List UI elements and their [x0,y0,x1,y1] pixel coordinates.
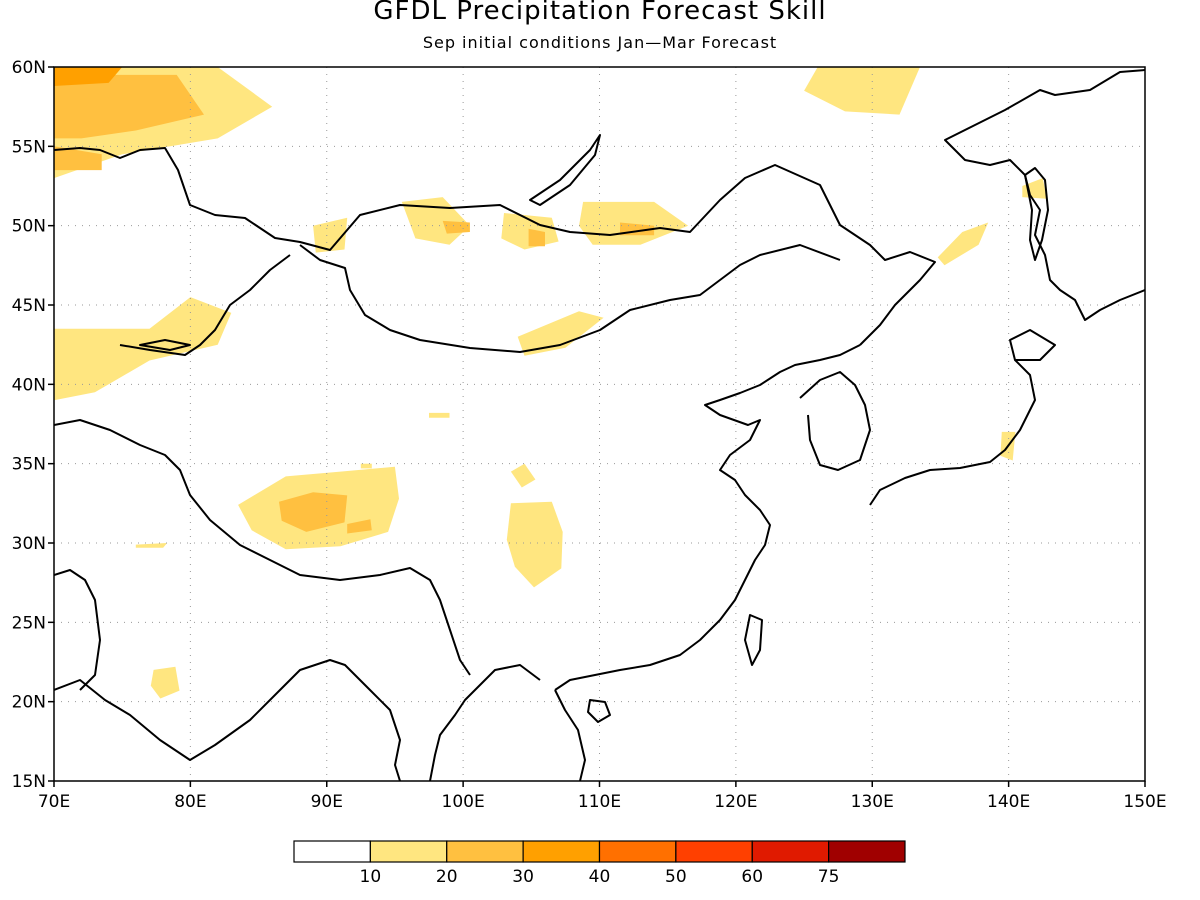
skill-region-22 [150,666,180,699]
skill-region-18 [279,492,348,532]
colorbar: 10 20 30 40 50 60 75 [293,840,906,887]
colorbar-label: 30 [512,867,534,887]
coastline-indochina [554,689,586,781]
chart-subtitle: Sep initial conditions Jan—Mar Forecast [422,33,778,52]
coastline-arabia-edge [54,569,101,691]
colorbar-label: 75 [818,867,840,887]
lat-tick-label: 25N [12,613,46,633]
colorbar-label: 50 [665,867,687,887]
lat-tick-label: 35N [12,455,46,475]
colorbar-swatch [675,840,753,863]
skill-region-7 [442,220,470,234]
skill-region-12 [313,217,348,253]
coastline-japan-honshu [869,359,1036,506]
coastline-korea [799,371,871,471]
border-kazakh [119,254,291,356]
skill-region-1 [54,74,204,139]
coastline-border-layer [54,69,1145,781]
lon-tick-label: 100E [442,792,485,812]
border-mongolia [299,244,841,353]
colorbar-label: 20 [436,867,458,887]
skill-region-2 [54,67,123,86]
border-central-asia [54,419,471,676]
skill-region-9 [528,228,545,247]
lon-tick-label: 70E [38,792,70,812]
skill-region-23 [135,543,168,548]
coastline-lake-baikal [529,134,601,206]
chart-title: GFDL Precipitation Forecast Skill [373,0,827,26]
coastline-bay-of-bengal [429,664,541,781]
coastline-china-east [554,344,861,691]
lon-tick-label: 130E [851,792,894,812]
colorbar-swatch [598,840,677,863]
lat-tick-label: 40N [12,375,46,395]
colorbar-swatch [522,840,601,863]
skill-region-13 [517,311,604,356]
lat-tick-label: 20N [12,693,46,713]
lat-tick-label: 50N [12,217,46,237]
skill-region-21 [510,463,536,488]
colorbar-label: 60 [741,867,763,887]
colorbar-label: 10 [360,867,382,887]
skill-shading-layer [54,67,1047,699]
lat-tick-label: 15N [12,772,46,792]
lat-tick-label: 60N [12,58,46,78]
skill-region-24 [429,412,450,418]
skill-region-19 [347,519,372,534]
lon-tick-label: 120E [714,792,757,812]
colorbar-swatch [446,840,524,863]
lon-tick-label: 80E [174,792,206,812]
coastline-arctic-north [54,147,936,346]
latitude-ticks: 15N 20N 25N 30N 35N 40N 45N 50N 55N 60N [12,58,54,792]
lat-tick-label: 45N [12,296,46,316]
skill-region-25 [360,463,372,469]
coastline-japan-hokkaido [1009,329,1056,361]
colorbar-swatch [828,840,906,863]
lon-tick-label: 110E [578,792,621,812]
coastline-sakhalin [1024,167,1049,261]
colorbar-swatch [369,840,448,863]
skill-region-3 [54,146,102,171]
longitude-ticks: 70E 80E 90E 100E 110E 120E 130E 140E 150E [38,781,1167,812]
coastline-hainan [587,699,611,723]
lon-tick-label: 140E [987,792,1030,812]
skill-region-14 [937,222,989,266]
skill-region-4 [804,67,920,115]
colorbar-swatch [751,840,830,863]
coastline-india [54,659,401,781]
lat-tick-label: 30N [12,534,46,554]
lat-tick-label: 55N [12,137,46,157]
coastline-taiwan [744,614,763,666]
lon-tick-label: 150E [1123,792,1166,812]
colorbar-label: 40 [589,867,611,887]
skill-region-20 [506,501,563,588]
colorbar-swatch [293,840,371,863]
lon-tick-label: 90E [311,792,343,812]
coastline-lake-balkhash [139,339,191,351]
